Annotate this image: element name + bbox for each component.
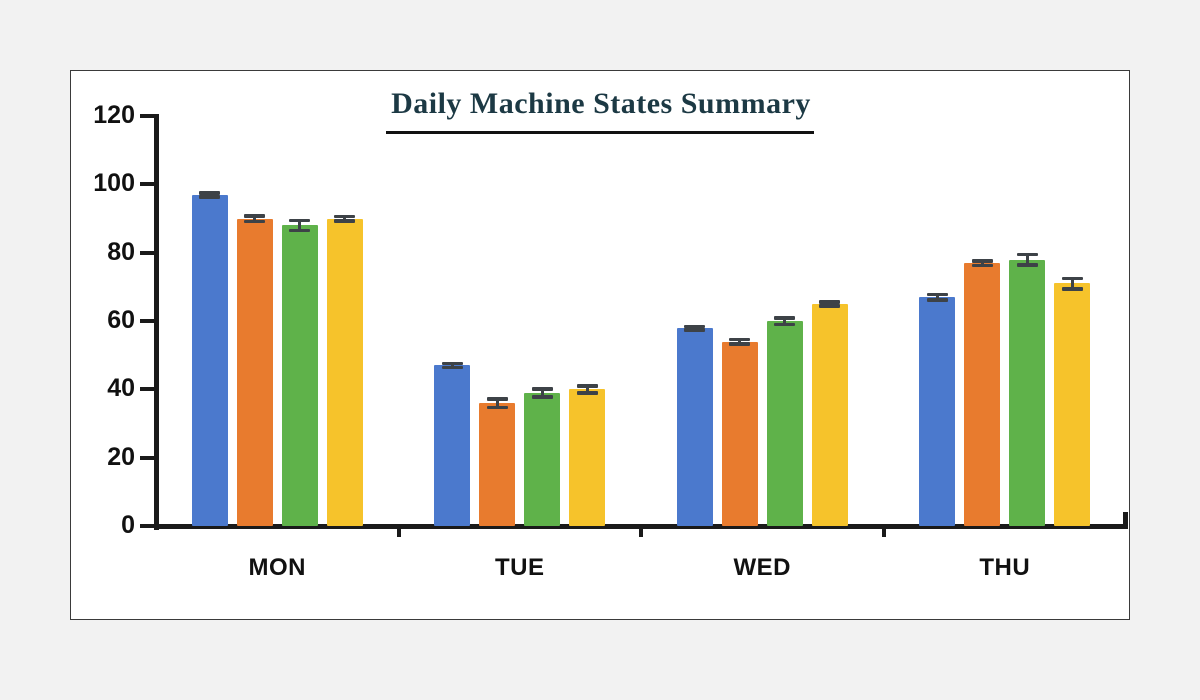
error-bar-cap-top [199,191,221,195]
bar-yellow-tue [569,389,606,526]
error-bar-line [450,363,454,368]
error-bar-line [298,220,302,231]
bar-orange-mon [236,218,273,526]
error-bar-line [828,301,832,306]
error-bar-cap-bottom [244,219,266,224]
y-tick-label: 0 [121,511,135,539]
y-tick [140,114,156,118]
x-tick [396,528,401,537]
y-tick-label: 120 [93,101,135,129]
error-bar-line [935,294,939,300]
error-bar-line [980,260,984,266]
bar-blue-thu [919,297,956,526]
x-axis-end-tick [1123,512,1128,526]
bar-green-mon [281,225,318,526]
bar-blue-mon [191,194,228,526]
error-bar-cap-bottom [774,322,796,327]
error-bar-cap-bottom [199,195,221,199]
x-axis-line [154,524,1128,529]
bar-yellow-mon [326,218,363,526]
bar-green-thu [1009,259,1046,526]
error-bar-cap-bottom [926,298,948,302]
y-axis-line [154,114,159,530]
error-bar-cap-top [819,300,841,304]
bar-yellow-thu [1054,283,1091,526]
x-tick [639,528,643,537]
error-bar-cap-top [531,387,553,391]
y-tick [140,387,156,392]
error-bar-cap-top [971,259,993,263]
error-bar-cap-bottom [531,395,553,399]
y-tick [140,182,156,187]
bar-yellow-wed [811,303,848,526]
error-bar-line [208,192,212,197]
bar-green-wed [766,321,803,526]
error-bar-cap-bottom [441,365,463,370]
error-bar-line [738,339,742,344]
error-bar-cap-bottom [334,219,356,223]
x-category-label: THU [979,554,1031,581]
error-bar-cap-top [244,214,266,218]
chart-title: Daily Machine States Summary [391,87,811,120]
y-tick [140,250,156,255]
bar-blue-tue [434,365,471,526]
error-bar-line [343,216,347,221]
error-bar-cap-top [486,397,508,401]
error-bar-cap-top [576,384,598,388]
x-tick [881,528,886,537]
error-bar-line [585,385,589,393]
y-tick [140,319,156,323]
y-tick [140,524,156,528]
error-bar-line [1025,254,1029,265]
x-category-label: TUE [495,554,545,581]
bar-orange-wed [721,341,758,526]
error-bar-cap-top [926,292,948,297]
bar-orange-thu [964,262,1001,526]
x-category-label: WED [733,554,791,581]
bar-blue-wed [676,327,713,526]
error-bar-line [253,215,257,222]
error-bar-cap-top [774,316,796,320]
chart-panel: Daily Machine States Summary 0 20 40 60 80 10… [70,70,1130,620]
error-bar-cap-top [441,361,463,366]
y-tick [140,455,156,460]
y-tick-label: 60 [107,306,135,334]
y-tick-label: 20 [107,442,135,471]
error-bar-line [495,398,499,408]
error-bar-line [540,388,544,397]
error-bar-cap-bottom [819,304,841,308]
error-bar-cap-bottom [729,342,751,346]
error-bar-cap-bottom [1016,263,1038,267]
error-bar-cap-top [334,214,356,219]
bar-orange-tue [479,403,516,526]
error-bar-cap-bottom [971,263,993,268]
error-bar-cap-top [289,218,311,223]
y-tick-label: 80 [107,237,135,266]
error-bar-cap-bottom [576,391,598,395]
error-bar-cap-top [1061,276,1083,281]
y-tick-label: 40 [107,374,135,403]
error-bar-cap-bottom [1061,287,1083,291]
error-bar-line [783,317,787,325]
error-bar-cap-bottom [684,328,706,332]
error-bar-cap-bottom [289,228,311,233]
error-bar-cap-top [729,337,751,342]
error-bar-cap-bottom [486,405,508,410]
title-underline [386,131,814,134]
error-bar-line [1070,278,1074,289]
x-category-label: MON [248,554,306,581]
error-bar-cap-top [1016,252,1038,257]
bar-green-tue [524,392,561,526]
error-bar-cap-top [684,324,706,329]
y-tick-label: 100 [93,169,135,198]
